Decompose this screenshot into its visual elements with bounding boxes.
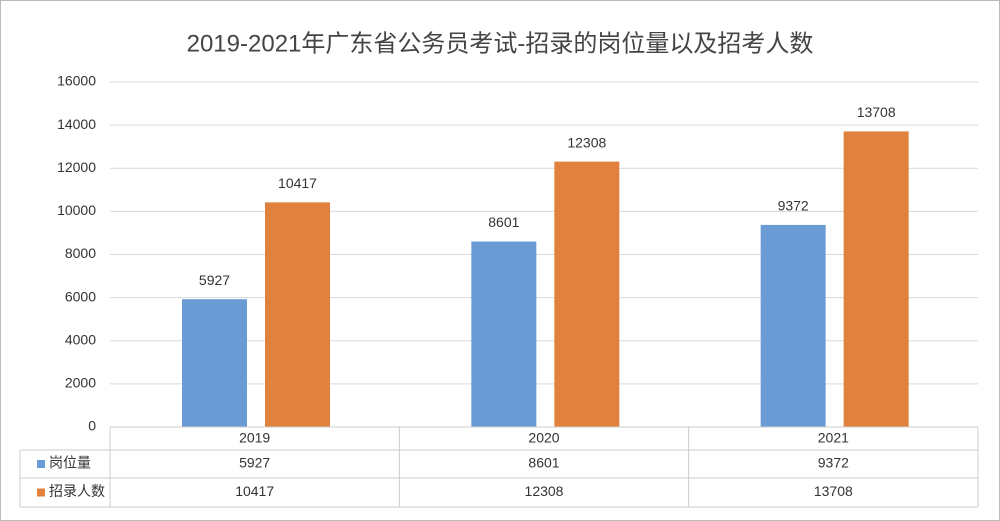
chart-title: 2019-2021年广东省公务员考试-招录的岗位量以及招考人数 <box>187 30 814 57</box>
data-label: 10417 <box>278 175 317 191</box>
data-label: 5927 <box>199 272 230 288</box>
table-value: 5927 <box>239 455 270 471</box>
legend-label: 岗位量 <box>49 455 91 471</box>
bar <box>265 202 330 427</box>
data-label: 12308 <box>567 134 606 150</box>
bar <box>182 299 247 427</box>
legend-swatch <box>37 488 45 497</box>
y-tick-label: 12000 <box>57 159 96 175</box>
y-tick-label: 2000 <box>65 375 96 391</box>
table-value: 13708 <box>814 483 853 499</box>
data-label: 9372 <box>778 198 809 214</box>
y-tick-label: 8000 <box>65 245 96 261</box>
data-label: 8601 <box>488 214 519 230</box>
bar <box>760 224 826 427</box>
legend-label: 招录人数 <box>49 483 105 499</box>
y-tick-label: 6000 <box>65 288 96 304</box>
y-tick-label: 16000 <box>57 73 96 89</box>
x-tick-label: 2021 <box>818 430 849 446</box>
bar <box>554 161 620 427</box>
y-tick-label: 0 <box>88 418 96 434</box>
bar <box>843 131 909 427</box>
y-tick-label: 4000 <box>65 331 96 347</box>
y-tick-label: 10000 <box>57 202 96 218</box>
bar <box>471 241 537 427</box>
table-value: 9372 <box>818 455 849 471</box>
table-value: 10417 <box>235 483 274 499</box>
data-label: 13708 <box>857 104 896 120</box>
table-value: 12308 <box>525 483 564 499</box>
legend-swatch <box>37 460 45 468</box>
x-tick-label: 2020 <box>528 430 559 446</box>
table-value: 8601 <box>528 455 559 471</box>
y-tick-label: 14000 <box>57 116 96 132</box>
x-tick-label: 2019 <box>239 430 270 446</box>
